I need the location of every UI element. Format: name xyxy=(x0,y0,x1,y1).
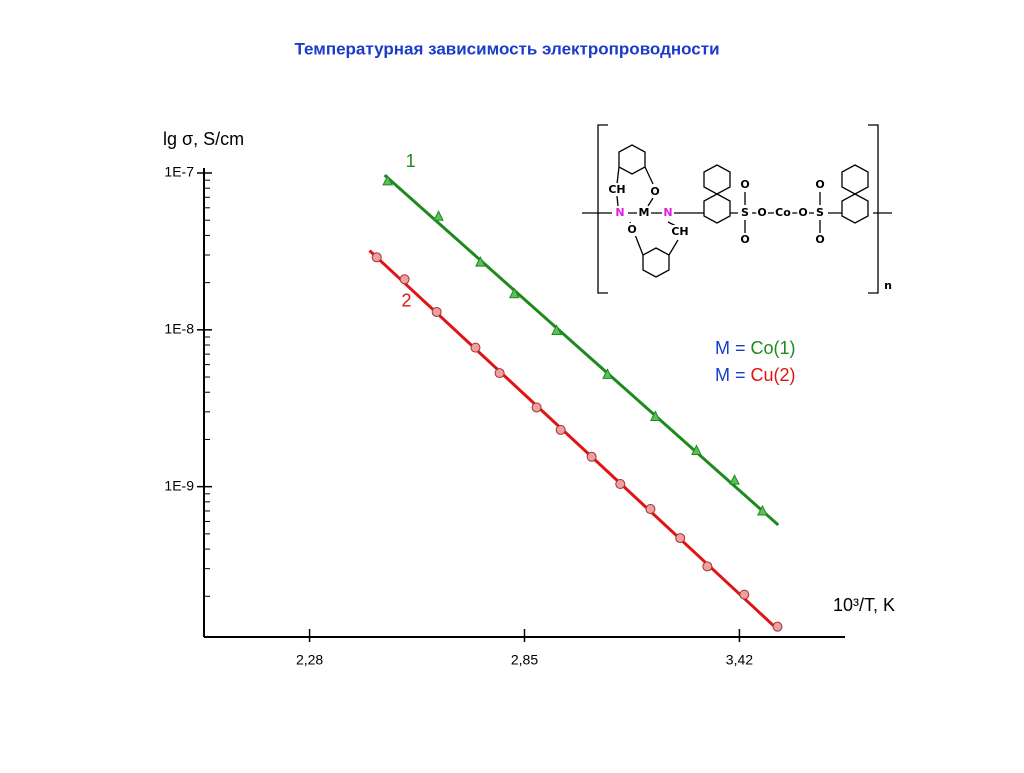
y-tick-label: 1E-8 xyxy=(164,321,194,337)
point xyxy=(399,274,410,285)
point xyxy=(602,368,613,379)
point xyxy=(586,451,597,462)
chart-title: Температурная зависимость электропроводн… xyxy=(294,39,719,58)
structure-label: CH xyxy=(671,225,688,238)
y-tick-label: 1E-7 xyxy=(164,164,194,180)
ring xyxy=(618,144,646,175)
metal-name: Cu(2) xyxy=(751,365,796,385)
ring xyxy=(642,247,670,278)
point xyxy=(691,444,702,456)
structure-label: O xyxy=(740,233,749,246)
structure-label: O xyxy=(650,185,659,198)
metal-symbol: M = xyxy=(715,365,746,385)
label-bg xyxy=(626,223,638,236)
label-bg xyxy=(740,206,751,219)
label-bg xyxy=(815,206,826,219)
point xyxy=(675,533,686,544)
metal-legend: M = Cu(2) xyxy=(715,365,796,385)
series-label: 2 xyxy=(402,290,412,310)
point xyxy=(494,368,505,379)
point xyxy=(772,621,783,632)
label-bg xyxy=(649,185,661,198)
label-bg xyxy=(739,178,751,191)
label-bg xyxy=(814,233,826,246)
label-bg xyxy=(614,206,626,219)
label-bg xyxy=(774,206,793,219)
point xyxy=(382,174,393,186)
structure-label: O xyxy=(815,233,824,246)
metal-name: Co(1) xyxy=(751,338,796,358)
point xyxy=(615,478,626,489)
structure-label: n xyxy=(884,279,892,292)
x-tick-label: 2,28 xyxy=(296,652,323,668)
structure-label: Co xyxy=(775,206,791,219)
structure-label: O xyxy=(740,178,749,191)
bracket xyxy=(597,124,879,294)
x-axis-label: 10³/T, K xyxy=(833,595,895,615)
ring xyxy=(841,193,869,224)
structure-label: N xyxy=(663,206,672,219)
point xyxy=(702,561,713,572)
point xyxy=(371,252,382,263)
structure-label: O xyxy=(757,206,766,219)
fit-line xyxy=(383,173,780,527)
y-tick-label: 1E-9 xyxy=(164,477,194,493)
metal-legend: M = Co(1) xyxy=(715,338,796,358)
structure-label: N xyxy=(615,206,624,219)
point xyxy=(739,589,750,600)
point xyxy=(475,256,486,267)
label-bg xyxy=(662,206,674,219)
structure-label: S xyxy=(816,206,824,219)
x-tick-label: 3,42 xyxy=(726,652,753,668)
bond xyxy=(616,166,842,256)
point xyxy=(551,324,562,336)
point xyxy=(531,402,542,413)
structure-label: O xyxy=(798,206,807,219)
structure-label: M xyxy=(639,206,650,219)
label-bg xyxy=(739,233,751,246)
point xyxy=(433,210,444,221)
label-bg xyxy=(797,206,809,219)
point xyxy=(757,504,768,516)
point xyxy=(431,306,442,317)
structure-label: O xyxy=(815,178,824,191)
ring xyxy=(841,164,869,195)
metal-symbol: M = xyxy=(715,338,746,358)
label-bg xyxy=(883,279,893,292)
structure-inset xyxy=(582,124,892,294)
y-axis-label: lg σ, S/cm xyxy=(163,129,244,149)
label-bg xyxy=(670,225,690,238)
fit-line xyxy=(368,249,778,630)
ring xyxy=(703,193,731,224)
x-tick-label: 2,85 xyxy=(511,652,538,668)
point xyxy=(555,424,566,435)
label-bg xyxy=(637,206,651,219)
point xyxy=(645,504,656,515)
point xyxy=(509,287,520,299)
series-label: 1 xyxy=(406,151,416,171)
label-bg xyxy=(607,183,627,196)
label-bg xyxy=(814,178,826,191)
point xyxy=(650,410,661,422)
structure-label: S xyxy=(741,206,749,219)
structure-label: CH xyxy=(608,183,625,196)
point xyxy=(470,342,481,353)
label-bg xyxy=(756,206,768,219)
ring xyxy=(703,164,731,195)
point xyxy=(729,474,740,485)
structure-label: O xyxy=(627,223,636,236)
